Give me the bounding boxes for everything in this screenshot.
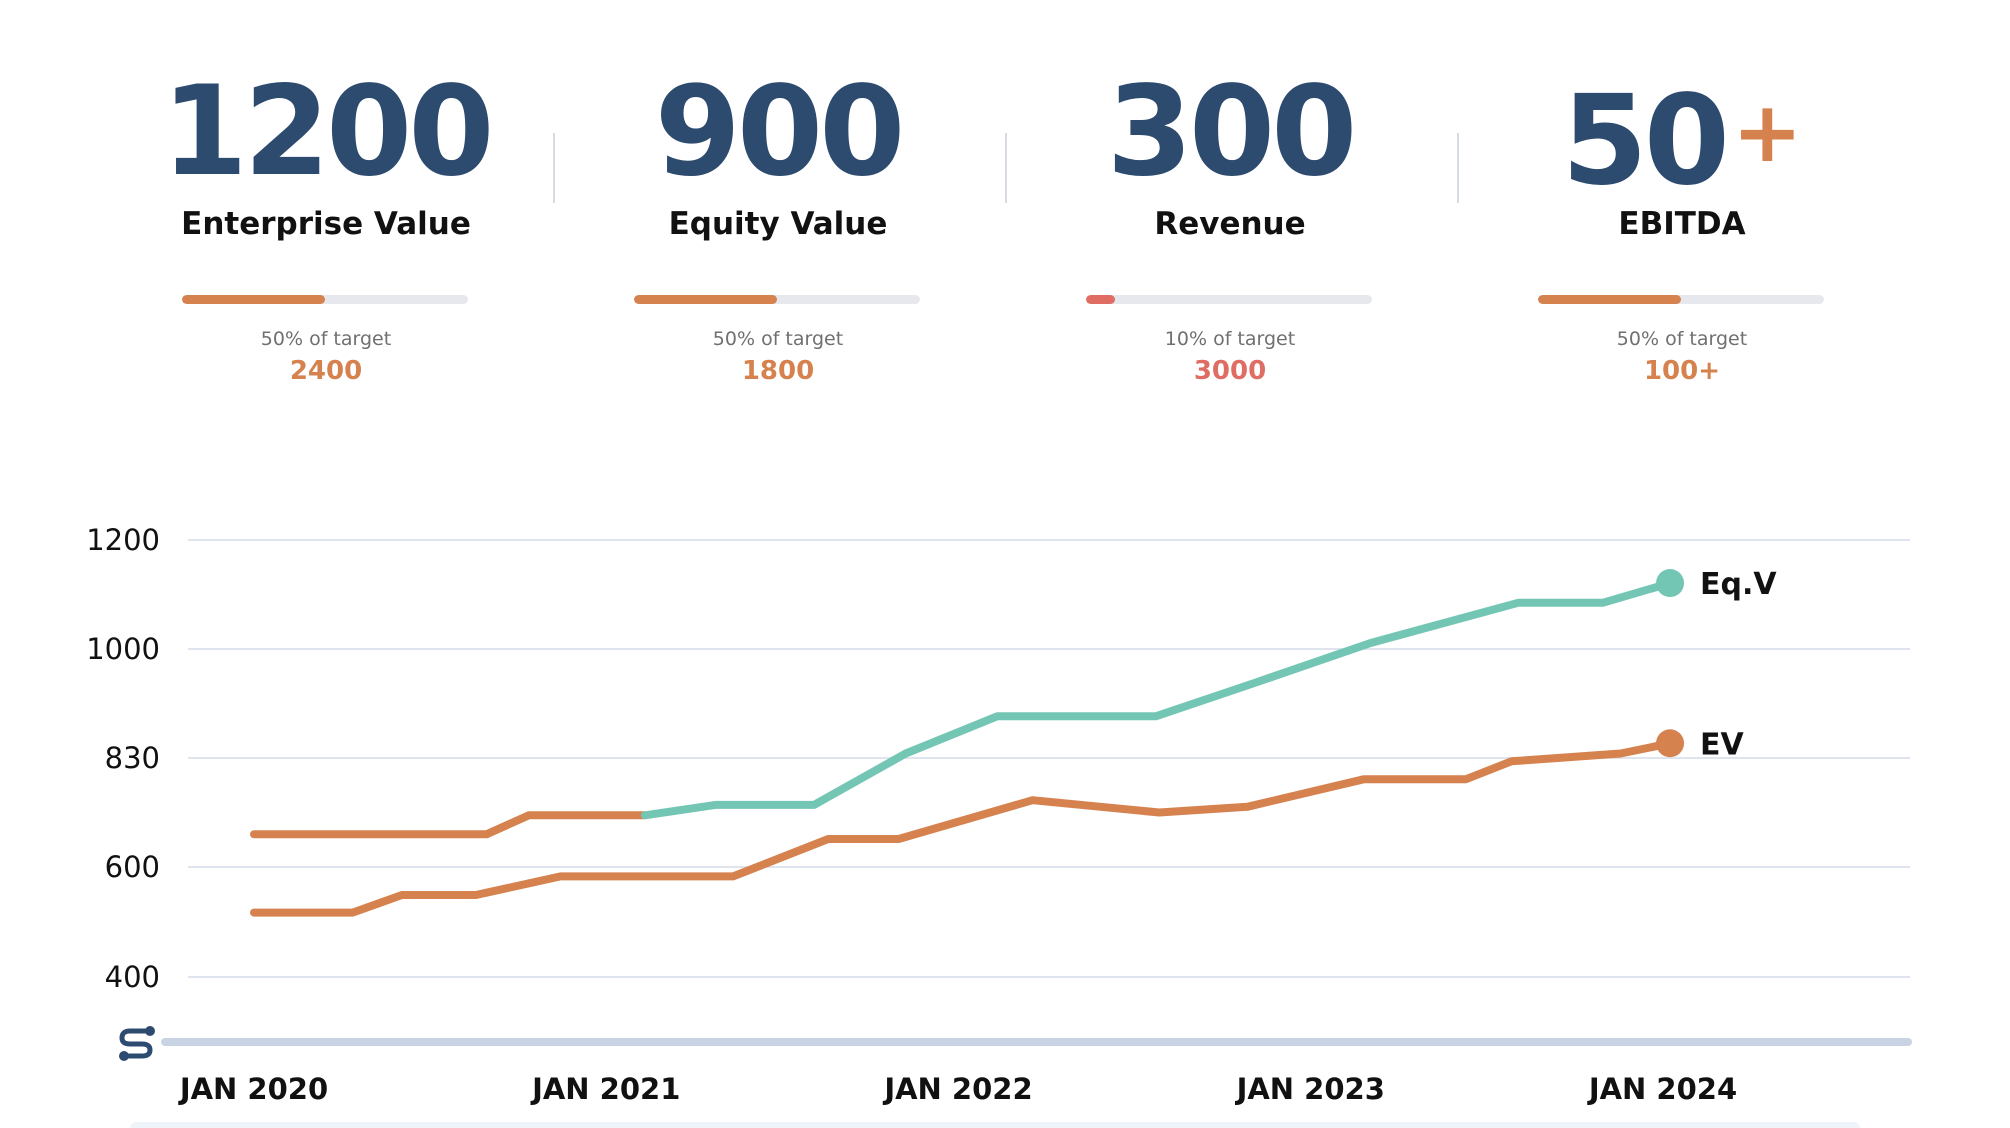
progress-track: [1086, 295, 1372, 304]
kpi-divider: [553, 133, 555, 203]
x-tick-label: JAN 2021: [530, 1072, 680, 1106]
x-tick-label: JAN 2020: [178, 1072, 328, 1106]
progress-percent-text: 10% of target: [1164, 328, 1296, 350]
series-end-point: [1656, 569, 1685, 598]
kpi-divider: [1005, 133, 1007, 203]
progress-percent-text: 50% of target: [260, 328, 392, 350]
kpi-value: 50+: [1472, 62, 1892, 211]
kpi-number: 50: [1561, 69, 1731, 213]
target-value: 100+: [1643, 356, 1721, 386]
kpi-number: 300: [1106, 60, 1358, 204]
series-line-eq-v-early: [250, 811, 649, 839]
scroll-handle-icon[interactable]: [119, 1026, 155, 1061]
kpi-value: 1200: [116, 62, 536, 202]
kpi-value: 900: [568, 62, 988, 202]
progress-track: [634, 295, 920, 304]
progress-percent-text: 50% of target: [712, 328, 844, 350]
icon-dot: [145, 1026, 155, 1036]
series-label: Eq.V: [1700, 567, 1777, 602]
series-line-eq-v: [641, 579, 1674, 820]
kpi-card-enterprise-value: 1200 Enterprise Value 50% of target 2400: [116, 0, 536, 420]
progress-fill: [1538, 295, 1681, 304]
progress-track: [182, 295, 468, 304]
kpi-divider: [1457, 133, 1459, 203]
kpi-card-ebitda: 50+ EBITDA 50% of target 100+: [1472, 0, 1892, 420]
y-tick-label: 1200: [86, 523, 160, 557]
progress-fill: [182, 295, 325, 304]
icon-path: [119, 1028, 153, 1059]
footer-strip: [130, 1122, 1860, 1128]
series-end-point: [1656, 729, 1685, 758]
kpi-suffix: +: [1732, 83, 1803, 181]
target-value: 1800: [741, 356, 815, 386]
kpi-label: EBITDA: [1618, 206, 1746, 242]
kpi-label: Enterprise Value: [181, 206, 471, 242]
y-tick-label: 830: [105, 741, 160, 775]
series-line-ev: [250, 739, 1674, 917]
y-tick-label: 600: [105, 850, 160, 884]
kpi-value: 300: [1020, 62, 1440, 202]
kpi-label: Revenue: [1154, 206, 1306, 242]
progress-fill: [1086, 295, 1115, 304]
y-tick-label: 400: [105, 960, 160, 994]
x-tick-label: JAN 2024: [1587, 1072, 1737, 1106]
kpi-number: 1200: [161, 60, 494, 204]
series-label: EV: [1700, 727, 1744, 762]
icon-dot: [119, 1051, 129, 1061]
kpi-label: Equity Value: [668, 206, 888, 242]
progress-fill: [634, 295, 777, 304]
kpi-row: 1200 Enterprise Value 50% of target 2400 900…: [0, 0, 2010, 420]
progress-track: [1538, 295, 1824, 304]
y-tick-label: 1000: [86, 632, 160, 666]
progress-percent-text: 50% of target: [1616, 328, 1748, 350]
kpi-card-equity-value: 900 Equity Value 50% of target 1800: [568, 0, 988, 420]
x-tick-label: JAN 2023: [1235, 1072, 1385, 1106]
target-value: 3000: [1193, 356, 1267, 386]
kpi-card-revenue: 300 Revenue 10% of target 3000: [1020, 0, 1440, 420]
x-tick-label: JAN 2022: [882, 1072, 1032, 1106]
target-value: 2400: [289, 356, 363, 386]
kpi-number: 900: [654, 60, 906, 204]
